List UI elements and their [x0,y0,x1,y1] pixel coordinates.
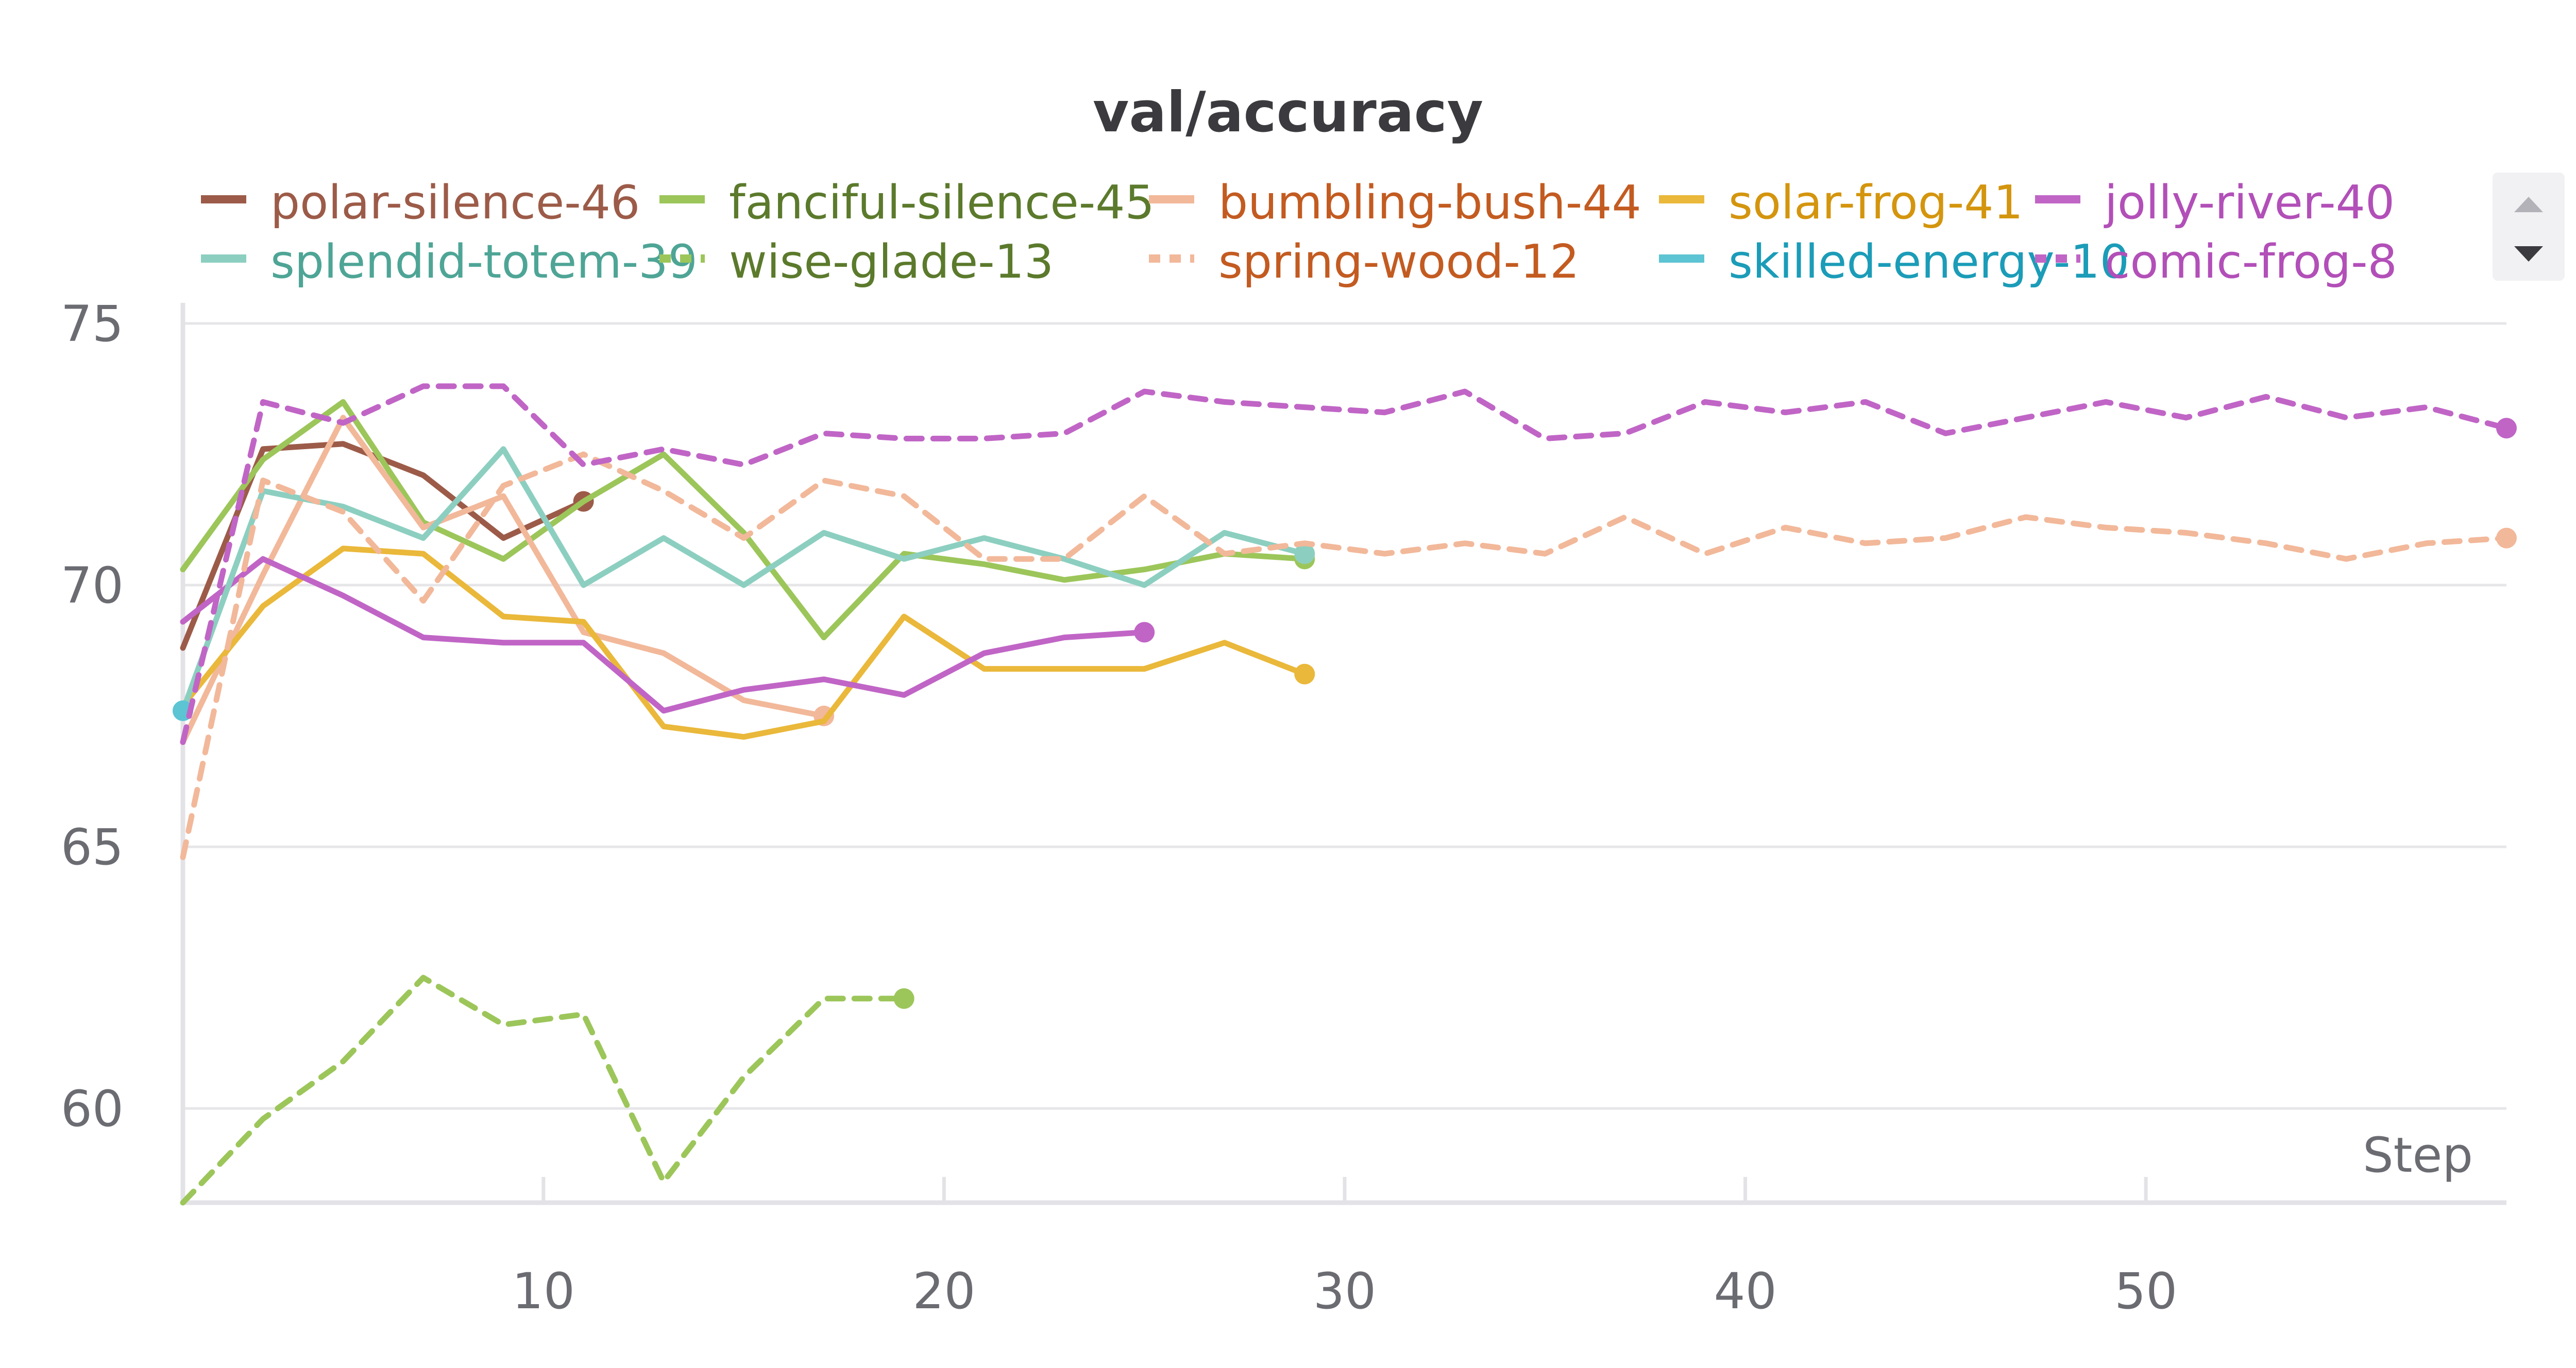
series-endpoint-comic-frog-8 [2496,418,2517,439]
legend-label: fanciful-silence-45 [729,176,1155,230]
series-wise-glade-13 [180,974,914,1206]
series-splendid-totem-39 [180,446,1315,714]
legend: polar-silence-46 fanciful-silence-45 bumbl… [201,176,2397,289]
legend-item: jolly-river-40 [2035,176,2395,230]
legend-label: skilled-energy-10 [1728,235,2129,289]
series-endpoint-wise-glade-13 [893,988,914,1009]
series-line-bumbling-bush-44 [180,415,827,745]
legend-label: comic-frog-8 [2105,235,2397,289]
legend-label: spring-wood-12 [1218,235,1580,289]
series-layer [173,383,2517,1206]
legend-label: jolly-river-40 [2104,176,2395,230]
legend-item: spring-wood-12 [1149,235,1580,289]
legend-item: comic-frog-8 [2035,235,2397,289]
legend-label: splendid-totem-39 [270,235,698,289]
x-tick-label: 20 [912,1262,975,1320]
series-endpoint-spring-wood-12 [2496,527,2517,549]
legend-scroll-control[interactable] [2493,173,2565,281]
x-axis-label: Step [2363,1127,2473,1184]
series-jolly-river-40 [180,556,1155,714]
y-tick-label: 70 [61,557,124,614]
legend-label: bumbling-bush-44 [1218,176,1641,230]
x-tick-label: 30 [1313,1262,1376,1320]
series-line-comic-frog-8 [180,383,2510,745]
series-endpoint-solar-frog-41 [1294,663,1315,685]
legend-label: polar-silence-46 [270,176,640,230]
series-comic-frog-8 [180,383,2517,745]
legend-item: fanciful-silence-45 [659,176,1155,230]
series-line-jolly-river-40 [180,556,1147,714]
legend-label: solar-frog-41 [1728,176,2023,230]
legend-scroll-track [2493,173,2565,281]
legend-item: polar-silence-46 [201,176,640,230]
legend-item: wise-glade-13 [659,235,1054,289]
series-line-splendid-totem-39 [180,446,1308,714]
chart-title: val/accuracy [1093,80,1483,145]
series-solar-frog-41 [180,545,1315,740]
y-tick-label: 65 [61,818,124,876]
series-endpoint-splendid-totem-39 [1294,543,1315,565]
x-tick-label: 40 [1714,1262,1777,1320]
legend-label: wise-glade-13 [729,235,1054,289]
series-line-wise-glade-13 [180,974,907,1206]
series-spring-wood-12 [180,451,2517,860]
legend-item: solar-frog-41 [1659,176,2023,230]
series-endpoint-jolly-river-40 [1134,622,1155,643]
scroll-up-icon[interactable] [2514,197,2543,212]
scroll-down-icon[interactable] [2514,246,2543,262]
series-line-fanciful-silence-45 [180,399,1308,641]
x-tick-label: 10 [512,1262,575,1320]
axes: 60 65 70 75 10 20 30 40 50 [61,295,2506,1320]
y-tick-label: 60 [61,1080,124,1138]
series-line-spring-wood-12 [180,451,2510,860]
grid [183,322,2506,1110]
y-tick-label: 75 [61,295,124,353]
legend-item: splendid-totem-39 [201,235,698,289]
x-tick-label: 50 [2114,1262,2177,1320]
series-line-solar-frog-41 [180,545,1308,740]
legend-item: bumbling-bush-44 [1149,176,1641,230]
